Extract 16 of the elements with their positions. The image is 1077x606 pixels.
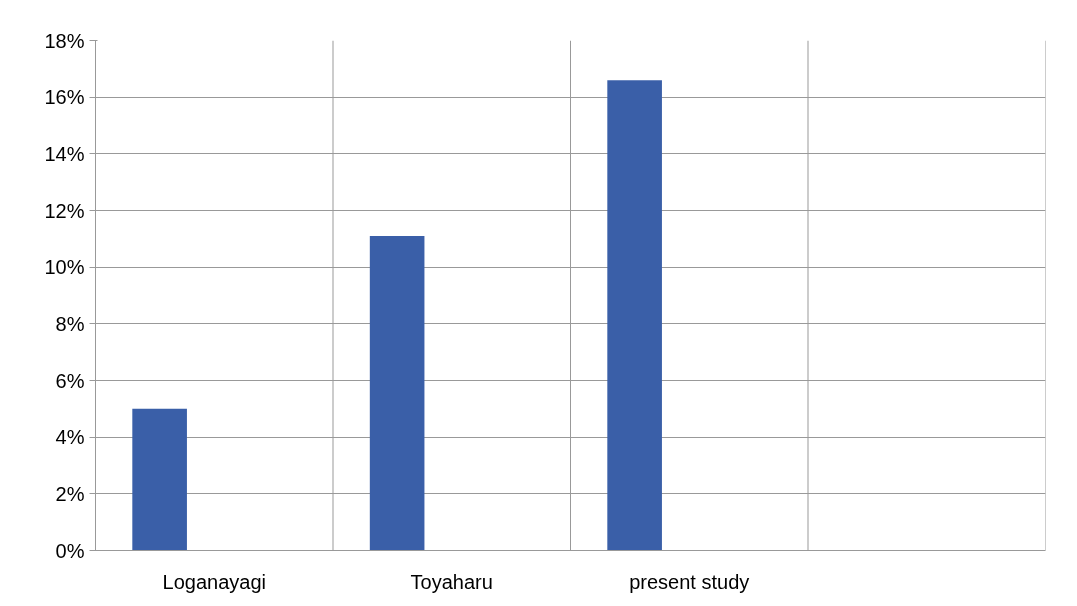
y-tick-label: 2% <box>55 482 85 505</box>
bar <box>369 236 425 551</box>
y-tick-label: 0% <box>55 539 85 562</box>
y-tick-label: 14% <box>44 142 85 165</box>
x-tick-label: Toyaharu <box>410 570 493 593</box>
bar <box>132 408 187 551</box>
y-tick-label: 6% <box>55 369 85 392</box>
bar <box>607 80 662 551</box>
x-tick-label: present study <box>629 570 750 593</box>
y-tick-label: 8% <box>55 312 85 335</box>
y-tick-label: 4% <box>55 426 85 449</box>
y-tick-label: 10% <box>44 256 85 279</box>
y-tick-label: 18% <box>44 29 85 52</box>
y-tick-label: 12% <box>44 199 85 222</box>
y-tick-label: 16% <box>44 86 85 109</box>
x-tick-label: Loganayagi <box>162 570 266 593</box>
